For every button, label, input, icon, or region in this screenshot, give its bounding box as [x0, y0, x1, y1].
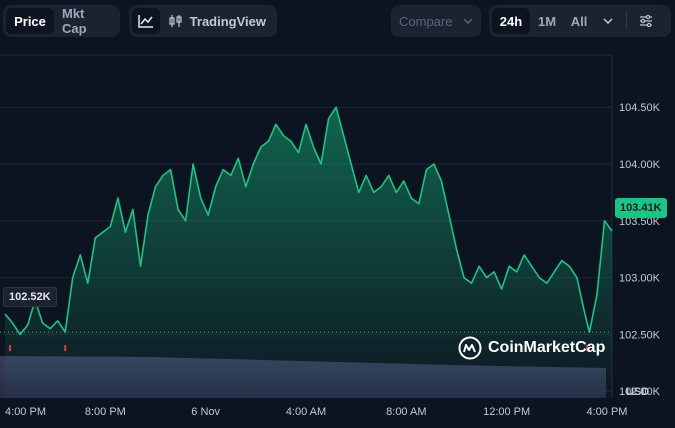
x-tick-label: 4:00 PM — [586, 406, 627, 418]
low-marker — [585, 345, 588, 352]
chart-type-switch: TradingView — [129, 5, 277, 37]
currency-label: USD — [626, 386, 650, 398]
chevron-down-icon — [603, 18, 613, 24]
x-tick-label: 4:00 AM — [286, 406, 326, 418]
tab-mkt-cap[interactable]: Mkt Cap — [62, 6, 87, 36]
watermark: CoinMarketCap — [458, 335, 605, 361]
candlestick-icon — [169, 15, 182, 27]
sliders-icon — [640, 15, 652, 27]
current-price-badge: 103.41K — [615, 198, 667, 218]
low-marker — [9, 345, 12, 352]
y-tick-label: 103.00K — [619, 273, 661, 285]
chart-settings-button[interactable] — [631, 8, 661, 34]
compare-label: Compare — [399, 13, 453, 29]
compare-dropdown[interactable]: Compare — [391, 5, 481, 37]
tradingview-button[interactable]: TradingView — [160, 8, 274, 34]
metric-switch: Price Mkt Cap — [3, 5, 120, 37]
divider — [626, 12, 627, 30]
chevron-down-icon — [463, 18, 473, 24]
x-tick-label: 8:00 PM — [85, 406, 126, 418]
y-tick-label: 102.00K — [619, 386, 661, 398]
tab-1m[interactable]: 1M — [537, 13, 557, 29]
low-marker — [64, 345, 67, 352]
price-area — [5, 107, 612, 398]
range-more-button[interactable] — [594, 8, 622, 34]
y-tick-label: 102.50K — [619, 329, 661, 341]
x-tick-label: 12:00 PM — [483, 406, 530, 418]
y-tick-label: 103.50K — [619, 216, 661, 228]
line-chart-icon — [138, 15, 153, 28]
range-switch: 24h 1M All — [489, 5, 671, 37]
coinmarketcap-logo-icon — [458, 336, 482, 360]
tradingview-label: TradingView — [189, 13, 266, 29]
tab-24h[interactable]: 24h — [492, 8, 530, 34]
line-chart-button[interactable] — [132, 8, 160, 34]
y-tick-label: 104.00K — [619, 159, 661, 171]
watermark-text: CoinMarketCap — [488, 339, 606, 356]
x-tick-label: 8:00 AM — [386, 406, 426, 418]
price-line — [4, 106, 613, 336]
x-tick-label: 4:00 PM — [5, 406, 46, 418]
tab-all[interactable]: All — [570, 13, 588, 29]
y-tick-label: 104.50K — [619, 102, 661, 114]
x-tick-label: 6 Nov — [191, 406, 220, 418]
tab-price[interactable]: Price — [6, 8, 54, 34]
open-price-badge: 102.52K — [3, 287, 57, 307]
